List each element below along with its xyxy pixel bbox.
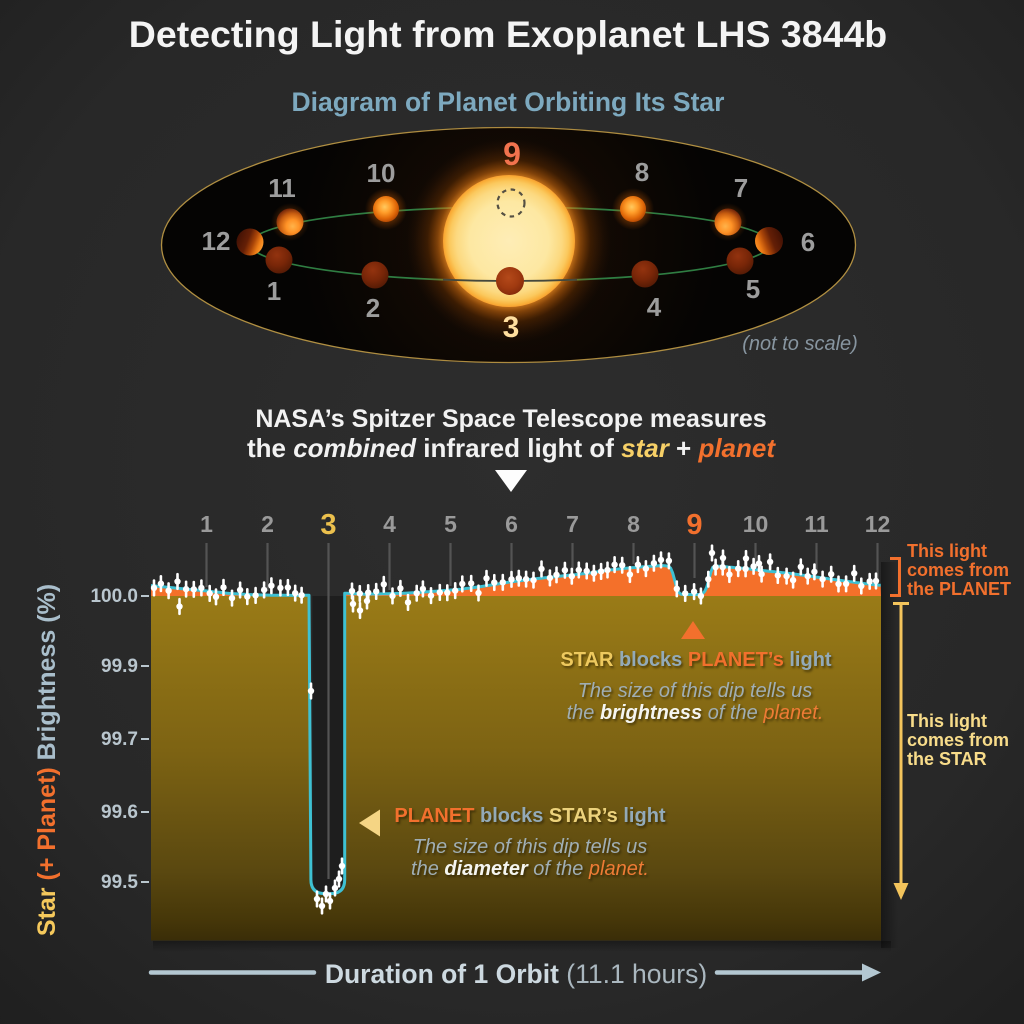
svg-text:the combined infrared light of: the combined infrared light of star + pl…	[247, 433, 776, 463]
svg-text:6: 6	[801, 227, 815, 257]
svg-text:the STAR: the STAR	[907, 749, 987, 769]
svg-text:5: 5	[444, 511, 457, 537]
svg-text:99.7: 99.7	[101, 729, 138, 750]
svg-text:Diagram of Planet Orbiting Its: Diagram of Planet Orbiting Its Star	[292, 87, 725, 117]
svg-text:9: 9	[503, 136, 521, 172]
svg-text:6: 6	[505, 511, 518, 537]
svg-text:8: 8	[635, 157, 649, 187]
svg-text:(not to scale): (not to scale)	[742, 333, 858, 355]
svg-text:Duration of 1 Orbit (11.1 hour: Duration of 1 Orbit (11.1 hours)	[325, 959, 707, 989]
svg-text:99.5: 99.5	[101, 872, 138, 893]
svg-text:3: 3	[320, 509, 336, 541]
svg-text:5: 5	[746, 274, 760, 304]
svg-text:10: 10	[367, 158, 396, 188]
svg-text:This light: This light	[907, 541, 987, 561]
svg-text:4: 4	[647, 292, 662, 322]
svg-text:The size of this dip tells us: The size of this dip tells us	[413, 836, 648, 858]
svg-text:11: 11	[268, 173, 296, 203]
svg-text:100.0: 100.0	[90, 586, 138, 607]
svg-text:the brightness of the planet.: the brightness of the planet.	[567, 702, 824, 724]
svg-text:7: 7	[734, 173, 748, 203]
svg-text:99.6: 99.6	[101, 802, 138, 823]
svg-text:the diameter of the planet.: the diameter of the planet.	[411, 858, 649, 880]
svg-text:3: 3	[503, 311, 520, 344]
svg-text:Star (+ Planet) Brightness (%: Star (+ Planet) Brightness (%)	[33, 584, 61, 936]
svg-text:This light: This light	[907, 711, 987, 731]
svg-text:7: 7	[566, 511, 579, 537]
svg-text:1: 1	[200, 511, 213, 537]
svg-text:2: 2	[366, 293, 380, 323]
svg-text:2: 2	[261, 511, 274, 537]
svg-text:NASA’s Spitzer Space Telescope: NASA’s Spitzer Space Telescope measures	[255, 405, 766, 433]
svg-text:12: 12	[202, 226, 231, 256]
svg-text:STAR blocks PLANET’s light: STAR blocks PLANET’s light	[560, 649, 831, 671]
svg-text:8: 8	[627, 511, 640, 537]
svg-text:99.9: 99.9	[101, 656, 138, 677]
svg-text:4: 4	[383, 511, 396, 537]
svg-text:comes from: comes from	[907, 730, 1009, 750]
svg-text:PLANET blocks STAR’s light: PLANET blocks STAR’s light	[394, 805, 665, 827]
svg-text:10: 10	[743, 511, 769, 537]
svg-text:Detecting Light from Exoplanet: Detecting Light from Exoplanet LHS 3844b	[129, 13, 887, 55]
svg-text:the PLANET: the PLANET	[907, 579, 1011, 599]
svg-text:The size of this dip tells us: The size of this dip tells us	[578, 680, 813, 702]
svg-text:9: 9	[686, 509, 702, 541]
svg-text:12: 12	[865, 511, 891, 537]
svg-text:comes from: comes from	[907, 560, 1009, 580]
svg-text:11: 11	[804, 511, 829, 537]
svg-text:1: 1	[267, 276, 281, 306]
